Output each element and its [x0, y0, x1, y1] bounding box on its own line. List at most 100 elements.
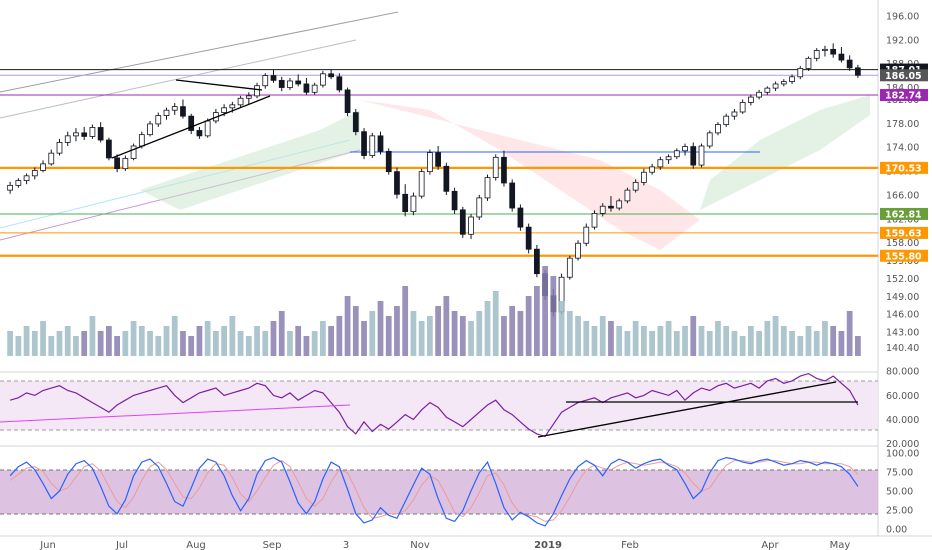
volume-bar — [575, 316, 581, 356]
candle — [89, 124, 96, 139]
candle — [369, 132, 376, 158]
volume-bar — [846, 311, 853, 356]
candle — [320, 70, 326, 88]
volume-bar — [723, 326, 730, 356]
stoch-d-line — [9, 460, 859, 522]
volume-bar — [180, 331, 186, 356]
stoch-axis: 100.00 75.00 50.00 25.00 0.00 — [886, 449, 919, 536]
candle — [476, 194, 483, 220]
candle — [385, 148, 392, 175]
volume-bar — [657, 326, 664, 356]
volume-bar — [756, 331, 762, 356]
stoch-tick-label: 50.00 — [886, 487, 913, 498]
volume-bar — [262, 331, 269, 356]
volume-bar — [566, 311, 573, 356]
volume-bar — [468, 321, 474, 356]
candle — [838, 46, 845, 63]
price-tick-label: 174.00 — [886, 143, 919, 154]
candle — [270, 69, 277, 83]
volume-bar — [344, 296, 351, 356]
candle — [468, 214, 474, 240]
candle — [772, 81, 779, 92]
volume-bar — [64, 326, 71, 356]
volume-bar — [476, 311, 483, 356]
candle — [328, 69, 334, 80]
cloud-green — [140, 110, 360, 210]
candle — [723, 113, 730, 127]
volume-bar — [147, 331, 153, 356]
rsi-tick-label: 80.000 — [886, 367, 919, 378]
volume-bar — [106, 326, 112, 356]
price-level-label: 155.80 — [880, 249, 928, 262]
candle — [171, 103, 178, 115]
x-tick-label: Sep — [263, 540, 282, 550]
volume-bar — [89, 316, 96, 356]
candle — [73, 128, 79, 142]
volume-bar — [48, 336, 55, 356]
volume-bar — [237, 331, 244, 356]
price-level-label: 186.05 — [880, 69, 928, 82]
price-tick-label: 140.40 — [886, 343, 919, 354]
candle — [303, 77, 310, 95]
candle — [624, 187, 631, 204]
volume-bar — [501, 316, 507, 356]
candle — [822, 45, 828, 57]
price-tick-label: 192.00 — [886, 35, 919, 46]
candle — [155, 112, 162, 127]
candle — [427, 149, 433, 175]
candle — [756, 89, 762, 100]
volume-bar — [155, 336, 162, 356]
volume-bar — [40, 321, 46, 356]
candle — [830, 43, 837, 58]
rsi-trendline — [537, 381, 837, 438]
candle — [163, 107, 170, 120]
candle — [459, 206, 466, 238]
candle — [731, 109, 738, 120]
candle — [15, 178, 22, 188]
x-tick-label: Feb — [621, 540, 639, 550]
candle — [739, 99, 746, 114]
volume-bar — [336, 316, 343, 356]
volume-bar — [163, 326, 170, 356]
volume-bar — [171, 316, 178, 356]
candle — [23, 173, 30, 185]
volume-bar — [838, 331, 845, 356]
candle — [649, 163, 655, 175]
volume-bar — [402, 286, 409, 356]
price-tick-label: 178.00 — [886, 119, 919, 130]
candle — [81, 126, 88, 141]
volume-bar — [731, 331, 738, 356]
rsi-tick-label: 60.000 — [886, 391, 919, 402]
x-tick-label: 3 — [343, 540, 349, 550]
volume-bar — [706, 331, 713, 356]
volume-bar — [130, 321, 137, 356]
candle — [443, 162, 450, 195]
volume-bar — [270, 321, 277, 356]
volume-bar — [311, 331, 318, 356]
volume-bar — [443, 296, 450, 356]
x-tick-label: Apr — [761, 540, 779, 550]
price-tick-label: 184.00 — [886, 83, 919, 94]
volume-bar — [114, 336, 120, 356]
price-tick-label: 158.00 — [886, 238, 919, 249]
candle — [114, 154, 120, 173]
candle — [789, 74, 795, 84]
candle — [451, 187, 458, 215]
stoch-tick-label: 100.00 — [886, 449, 919, 460]
price-tick-label: 152.00 — [886, 274, 919, 285]
candle — [484, 174, 491, 201]
rsi-band — [0, 381, 878, 430]
candle — [7, 181, 13, 194]
volume-bar — [97, 331, 104, 356]
candle — [31, 167, 38, 180]
candle — [715, 122, 721, 136]
x-tick-label: Aug — [186, 540, 206, 550]
price-tick-label: 146.00 — [886, 310, 919, 321]
candle — [336, 73, 343, 93]
volume-bar — [459, 316, 466, 356]
candle — [262, 73, 269, 89]
volume-bar — [525, 296, 532, 356]
svg-text:182.74: 182.74 — [885, 91, 922, 102]
volume-bar — [822, 321, 828, 356]
